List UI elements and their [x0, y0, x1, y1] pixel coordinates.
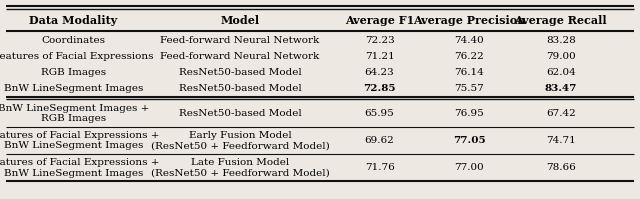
Text: 72.85: 72.85	[364, 84, 396, 93]
Text: Data Modality: Data Modality	[29, 15, 118, 25]
Text: Coordinates: Coordinates	[42, 36, 106, 45]
Text: Feed-forward Neural Network: Feed-forward Neural Network	[161, 36, 319, 45]
Text: Model: Model	[220, 15, 260, 25]
Text: 74.71: 74.71	[546, 136, 575, 145]
Text: 65.95: 65.95	[365, 109, 394, 118]
Text: 67.42: 67.42	[546, 109, 575, 118]
Text: RGB Images: RGB Images	[41, 68, 106, 77]
Text: ResNet50-based Model: ResNet50-based Model	[179, 109, 301, 118]
Text: 83.28: 83.28	[546, 36, 575, 45]
Text: BnW LineSegment Images: BnW LineSegment Images	[4, 84, 143, 93]
Text: 69.62: 69.62	[365, 136, 394, 145]
Text: Average Precision: Average Precision	[413, 15, 525, 25]
Text: 71.76: 71.76	[365, 163, 394, 172]
Text: Average Recall: Average Recall	[515, 15, 607, 25]
Text: 72.23: 72.23	[365, 36, 394, 45]
Text: 64.23: 64.23	[365, 68, 394, 77]
Text: 77.00: 77.00	[454, 163, 484, 172]
Text: Feed-forward Neural Network: Feed-forward Neural Network	[161, 52, 319, 61]
Text: Features of Facial Expressions +
BnW LineSegment Images: Features of Facial Expressions + BnW Lin…	[0, 131, 160, 150]
Text: 76.14: 76.14	[454, 68, 484, 77]
Text: Features of Facial Expressions: Features of Facial Expressions	[0, 52, 154, 61]
Text: 76.95: 76.95	[454, 109, 484, 118]
Text: 62.04: 62.04	[546, 68, 575, 77]
Text: ResNet50-based Model: ResNet50-based Model	[179, 68, 301, 77]
Text: 78.66: 78.66	[546, 163, 575, 172]
Text: ResNet50-based Model: ResNet50-based Model	[179, 84, 301, 93]
Text: 75.57: 75.57	[454, 84, 484, 93]
Text: 71.21: 71.21	[365, 52, 394, 61]
Text: 77.05: 77.05	[453, 136, 485, 145]
Text: Late Fusion Model
(ResNet50 + Feedforward Model): Late Fusion Model (ResNet50 + Feedforwar…	[150, 158, 330, 178]
Text: Early Fusion Model
(ResNet50 + Feedforward Model): Early Fusion Model (ResNet50 + Feedforwa…	[150, 131, 330, 150]
Text: 76.22: 76.22	[454, 52, 484, 61]
Text: 79.00: 79.00	[546, 52, 575, 61]
Text: 74.40: 74.40	[454, 36, 484, 45]
Text: 83.47: 83.47	[545, 84, 577, 93]
Text: BnW LineSegment Images +
RGB Images: BnW LineSegment Images + RGB Images	[0, 104, 149, 123]
Text: Average F1: Average F1	[345, 15, 414, 25]
Text: Features of Facial Expressions +
BnW LineSegment Images: Features of Facial Expressions + BnW Lin…	[0, 158, 160, 178]
